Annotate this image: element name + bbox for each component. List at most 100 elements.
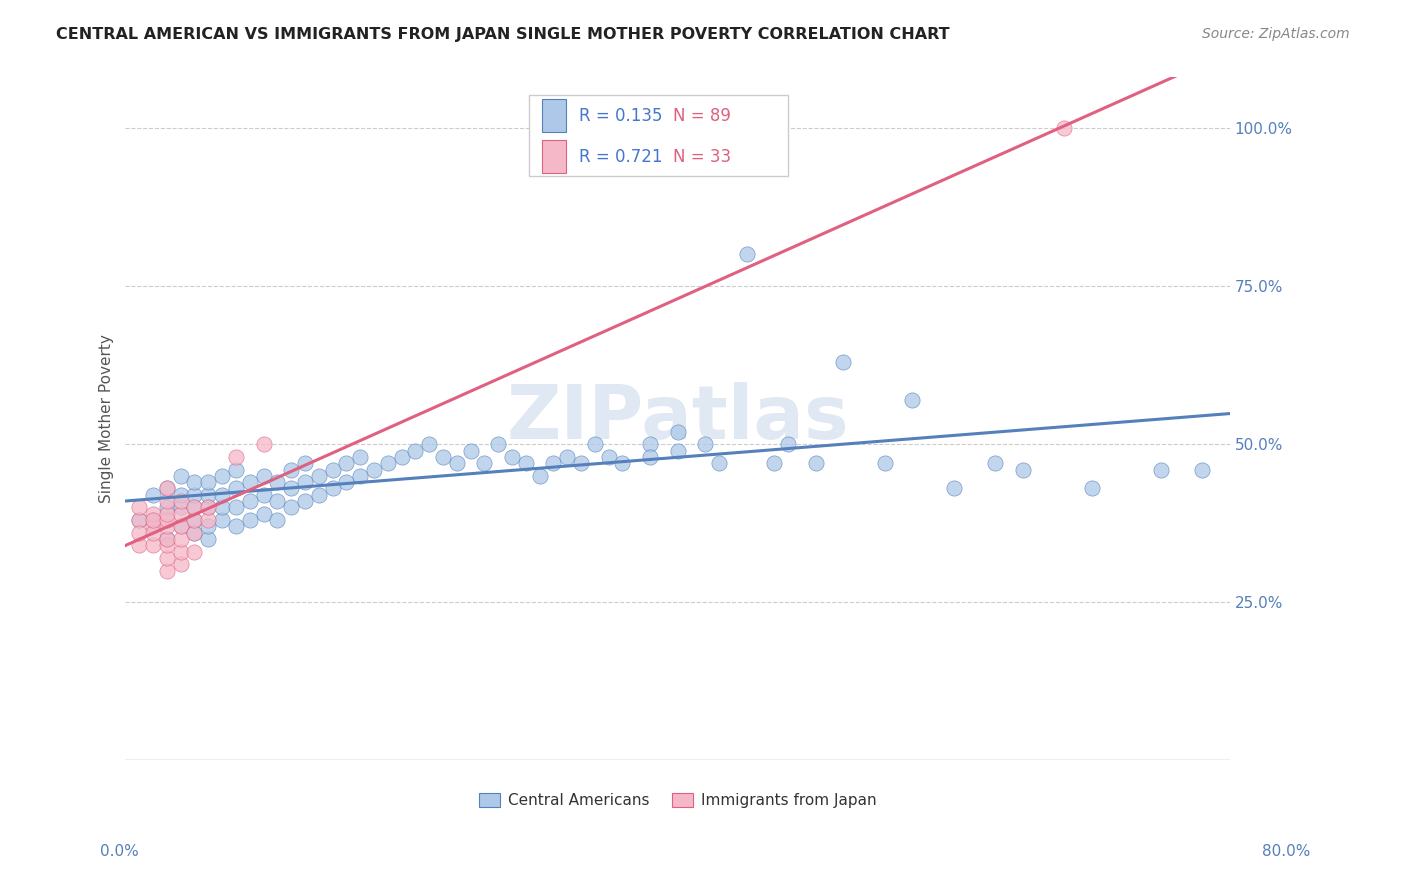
Point	[666, 425, 689, 439]
Point	[239, 475, 262, 490]
Point	[321, 482, 343, 496]
Point	[128, 513, 150, 527]
Point	[156, 551, 179, 566]
Text: 80.0%: 80.0%	[1263, 845, 1310, 859]
Point	[197, 488, 219, 502]
Point	[832, 355, 855, 369]
Point	[197, 500, 219, 515]
Point	[266, 475, 288, 490]
Point	[349, 450, 371, 464]
Point	[252, 437, 274, 451]
Point	[183, 525, 205, 540]
Point	[156, 482, 179, 496]
Text: 0.0%: 0.0%	[100, 845, 139, 859]
Point	[183, 488, 205, 502]
Point	[266, 513, 288, 527]
Point	[197, 475, 219, 490]
Point	[142, 538, 165, 552]
Text: R = 0.721: R = 0.721	[579, 148, 662, 166]
Point	[183, 500, 205, 515]
Point	[901, 392, 924, 407]
Point	[308, 468, 330, 483]
Point	[170, 500, 193, 515]
Point	[156, 532, 179, 546]
Point	[128, 525, 150, 540]
Point	[156, 482, 179, 496]
Point	[252, 468, 274, 483]
Point	[294, 494, 316, 508]
Point	[280, 500, 302, 515]
Point	[349, 468, 371, 483]
Point	[735, 247, 758, 261]
Point	[197, 500, 219, 515]
Point	[183, 513, 205, 527]
Point	[142, 507, 165, 521]
Point	[170, 488, 193, 502]
Point	[156, 494, 179, 508]
Point	[391, 450, 413, 464]
Point	[170, 532, 193, 546]
Point	[472, 456, 495, 470]
Point	[1150, 462, 1173, 476]
Point	[211, 488, 233, 502]
Point	[638, 437, 661, 451]
Point	[335, 475, 357, 490]
Point	[225, 482, 247, 496]
Point	[225, 519, 247, 533]
Point	[156, 532, 179, 546]
Point	[225, 450, 247, 464]
Point	[128, 513, 150, 527]
Point	[128, 538, 150, 552]
Point	[984, 456, 1007, 470]
Point	[321, 462, 343, 476]
Point	[156, 564, 179, 578]
Point	[170, 468, 193, 483]
Point	[501, 450, 523, 464]
Point	[239, 513, 262, 527]
Point	[569, 456, 592, 470]
Point	[308, 488, 330, 502]
Text: N = 33: N = 33	[673, 148, 731, 166]
Point	[418, 437, 440, 451]
Point	[280, 462, 302, 476]
Point	[142, 513, 165, 527]
Point	[183, 500, 205, 515]
Point	[432, 450, 454, 464]
Point	[225, 462, 247, 476]
Point	[183, 475, 205, 490]
Point	[543, 456, 565, 470]
Point	[197, 532, 219, 546]
Point	[707, 456, 730, 470]
FancyBboxPatch shape	[529, 95, 787, 177]
Point	[142, 513, 165, 527]
Point	[239, 494, 262, 508]
Point	[695, 437, 717, 451]
Point	[170, 519, 193, 533]
Point	[294, 475, 316, 490]
Point	[170, 558, 193, 572]
Point	[555, 450, 578, 464]
Point	[156, 519, 179, 533]
Point	[335, 456, 357, 470]
FancyBboxPatch shape	[541, 140, 567, 173]
Point	[363, 462, 385, 476]
Point	[170, 519, 193, 533]
Point	[638, 450, 661, 464]
Point	[612, 456, 634, 470]
Text: ZIPatlas: ZIPatlas	[506, 383, 849, 456]
Point	[873, 456, 896, 470]
Point	[804, 456, 827, 470]
Point	[486, 437, 509, 451]
Point	[142, 488, 165, 502]
Point	[515, 456, 537, 470]
Text: CENTRAL AMERICAN VS IMMIGRANTS FROM JAPAN SINGLE MOTHER POVERTY CORRELATION CHAR: CENTRAL AMERICAN VS IMMIGRANTS FROM JAPA…	[56, 27, 950, 42]
Point	[183, 513, 205, 527]
Text: N = 89: N = 89	[673, 107, 731, 125]
Point	[170, 494, 193, 508]
Point	[666, 443, 689, 458]
Point	[1191, 462, 1213, 476]
Point	[294, 456, 316, 470]
Point	[776, 437, 799, 451]
Y-axis label: Single Mother Poverty: Single Mother Poverty	[100, 334, 114, 503]
Point	[197, 513, 219, 527]
